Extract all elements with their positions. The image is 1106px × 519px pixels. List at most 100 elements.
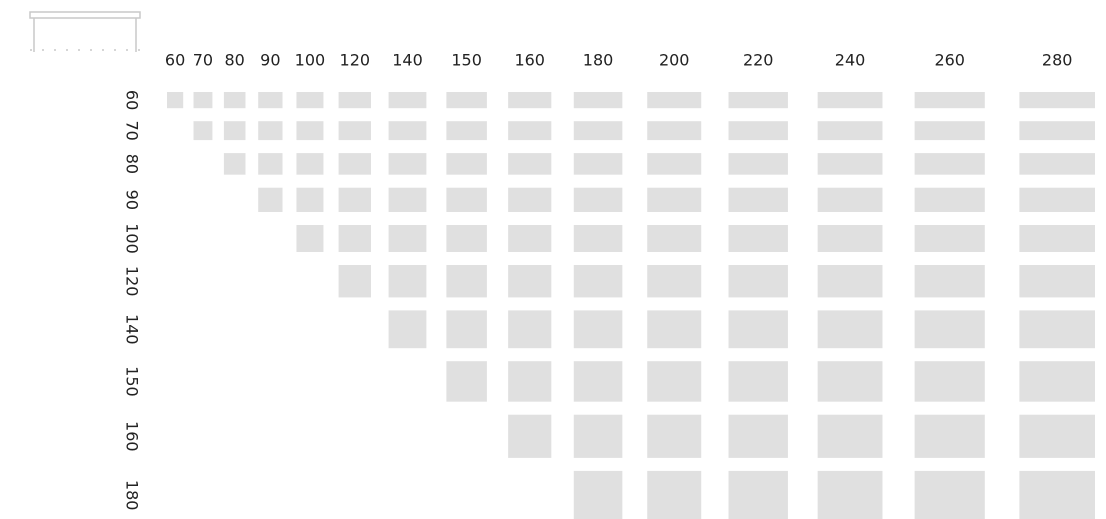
size-option xyxy=(817,153,883,175)
size-option xyxy=(446,121,487,141)
column-label: 140 xyxy=(392,51,423,70)
size-option xyxy=(388,265,427,298)
size-option xyxy=(817,414,883,458)
row-label: 160 xyxy=(123,421,142,452)
size-option xyxy=(1019,187,1096,212)
column-label: 70 xyxy=(193,51,213,70)
column-label: 180 xyxy=(583,51,614,70)
row-label: 180 xyxy=(123,480,142,511)
column-label: 280 xyxy=(1042,51,1073,70)
size-option xyxy=(647,187,702,212)
size-option xyxy=(446,310,487,349)
size-option xyxy=(193,92,213,109)
size-option xyxy=(338,121,371,141)
size-option xyxy=(914,92,985,109)
size-option xyxy=(573,414,623,458)
size-option xyxy=(647,92,702,109)
column-label: 100 xyxy=(295,51,326,70)
size-option xyxy=(167,92,184,109)
column-label: 120 xyxy=(340,51,371,70)
size-option xyxy=(1019,361,1096,402)
size-option xyxy=(338,187,371,212)
size-option xyxy=(258,121,283,141)
size-option xyxy=(817,265,883,298)
size-option xyxy=(647,225,702,252)
column-label: 90 xyxy=(260,51,280,70)
size-option xyxy=(223,121,246,141)
size-option xyxy=(914,153,985,175)
size-option xyxy=(508,153,552,175)
size-option xyxy=(446,225,487,252)
size-option xyxy=(508,92,552,109)
column-label: 150 xyxy=(451,51,482,70)
size-option xyxy=(296,225,324,252)
size-option xyxy=(817,92,883,109)
size-option xyxy=(1019,121,1096,141)
column-label: 80 xyxy=(225,51,245,70)
size-option xyxy=(388,153,427,175)
size-option xyxy=(296,153,324,175)
size-option xyxy=(508,265,552,298)
row-label: 150 xyxy=(123,366,142,397)
size-option xyxy=(817,121,883,141)
size-option xyxy=(817,470,883,519)
size-option xyxy=(508,361,552,402)
size-option xyxy=(647,121,702,141)
size-option xyxy=(647,361,702,402)
size-option xyxy=(296,187,324,212)
size-option xyxy=(647,310,702,349)
size-option xyxy=(1019,225,1096,252)
column-label: 220 xyxy=(743,51,774,70)
size-option xyxy=(573,225,623,252)
size-option xyxy=(914,265,985,298)
size-option xyxy=(914,310,985,349)
size-option xyxy=(296,92,324,109)
row-label: 80 xyxy=(123,154,142,174)
size-option xyxy=(647,470,702,519)
size-option xyxy=(914,187,985,212)
column-label: 60 xyxy=(165,51,185,70)
size-option xyxy=(728,470,788,519)
size-option xyxy=(573,470,623,519)
size-option xyxy=(1019,414,1096,458)
size-option xyxy=(388,310,427,349)
size-option xyxy=(388,187,427,212)
size-option xyxy=(223,153,246,175)
size-option xyxy=(817,310,883,349)
size-option xyxy=(1019,153,1096,175)
size-option xyxy=(446,361,487,402)
size-option xyxy=(573,361,623,402)
size-option xyxy=(258,187,283,212)
size-option xyxy=(446,187,487,212)
size-option xyxy=(1019,92,1096,109)
row-label: 120 xyxy=(123,266,142,297)
size-option xyxy=(817,187,883,212)
size-option xyxy=(728,187,788,212)
size-option xyxy=(193,121,213,141)
size-option xyxy=(573,310,623,349)
size-option xyxy=(914,361,985,402)
size-option xyxy=(573,153,623,175)
size-option xyxy=(817,361,883,402)
size-option xyxy=(388,225,427,252)
size-option xyxy=(508,225,552,252)
column-label: 200 xyxy=(659,51,690,70)
size-option xyxy=(338,153,371,175)
row-label: 140 xyxy=(123,314,142,345)
size-option xyxy=(914,225,985,252)
size-option xyxy=(1019,310,1096,349)
size-option xyxy=(446,92,487,109)
size-option xyxy=(338,265,371,298)
size-option xyxy=(388,121,427,141)
size-option xyxy=(296,121,324,141)
size-option xyxy=(817,225,883,252)
size-option xyxy=(728,361,788,402)
size-option xyxy=(728,310,788,349)
size-option xyxy=(728,92,788,109)
size-option xyxy=(508,121,552,141)
size-option xyxy=(258,153,283,175)
size-option xyxy=(914,121,985,141)
size-option xyxy=(647,414,702,458)
size-option xyxy=(728,121,788,141)
